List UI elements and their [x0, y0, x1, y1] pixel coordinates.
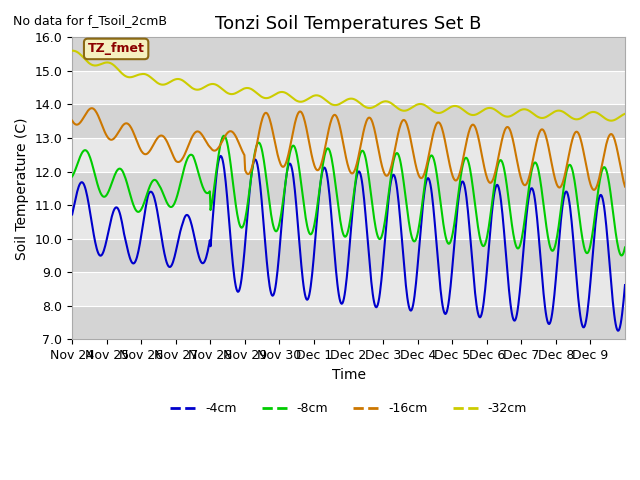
Legend: -4cm, -8cm, -16cm, -32cm: -4cm, -8cm, -16cm, -32cm: [165, 397, 532, 420]
Bar: [72, 171, 625, 205]
Bar: [72, 71, 625, 105]
Title: Tonzi Soil Temperatures Set B: Tonzi Soil Temperatures Set B: [216, 15, 482, 33]
Text: No data for f_Tsoil_2cmB: No data for f_Tsoil_2cmB: [13, 14, 167, 27]
Bar: [72, 306, 625, 339]
X-axis label: Time: Time: [332, 368, 365, 382]
Bar: [72, 272, 625, 306]
Text: TZ_fmet: TZ_fmet: [88, 42, 145, 55]
Y-axis label: Soil Temperature (C): Soil Temperature (C): [15, 117, 29, 260]
Bar: [72, 105, 625, 138]
Bar: [72, 205, 625, 239]
Bar: [72, 37, 625, 71]
Bar: [72, 138, 625, 171]
Bar: [72, 239, 625, 272]
